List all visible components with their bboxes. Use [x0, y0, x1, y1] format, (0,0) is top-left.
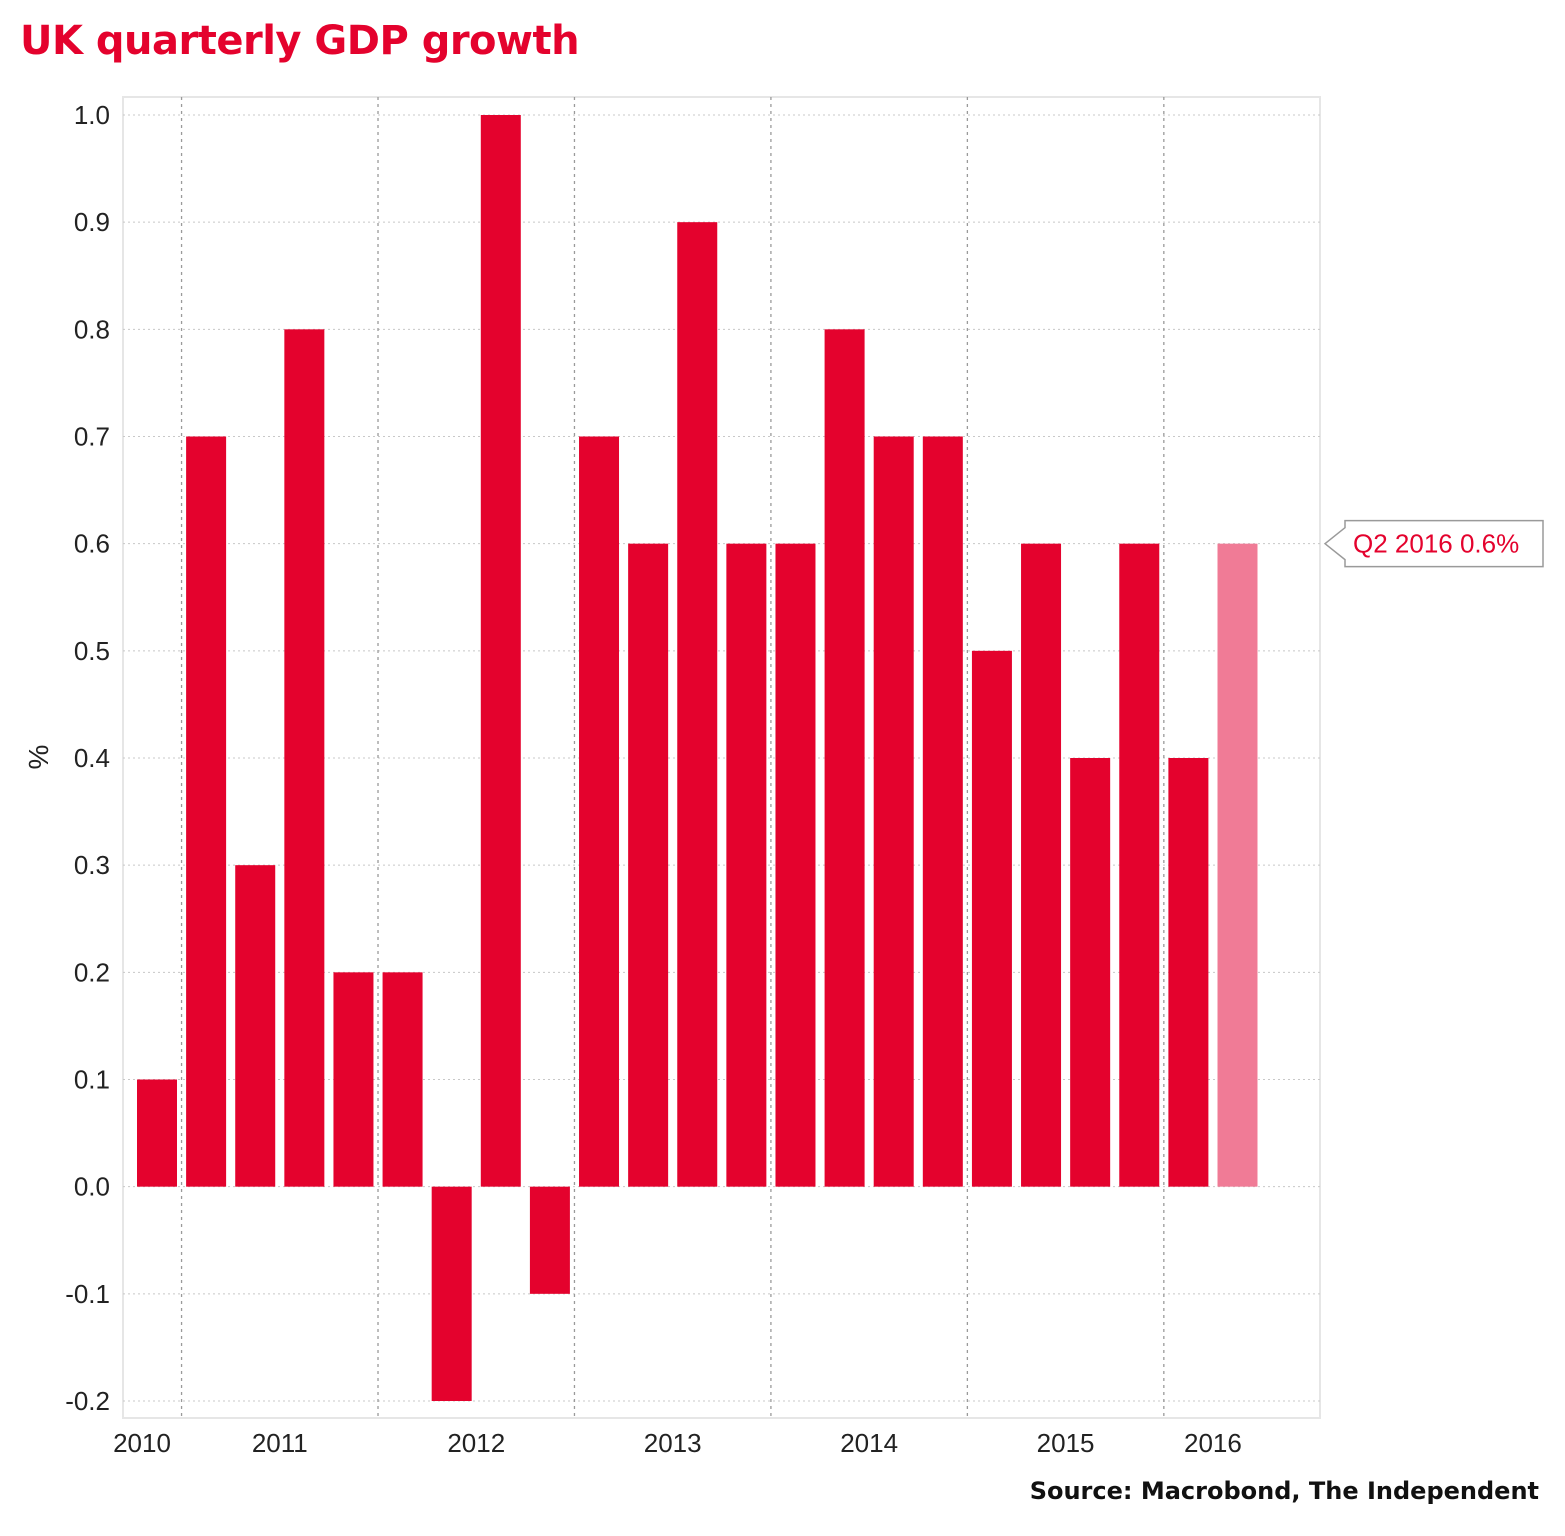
chart-title: UK quarterly GDP growth	[20, 18, 580, 64]
y-tick-label: -0.2	[65, 1386, 110, 1416]
y-tick-label: 0.5	[74, 636, 110, 666]
bar-q3-2011	[284, 329, 325, 1187]
x-tick-label: 2015	[1037, 1428, 1095, 1458]
bar-q1-2013	[579, 436, 620, 1187]
bar-q2-2011	[235, 865, 276, 1187]
bar-q2-2012	[431, 1186, 472, 1401]
x-tick-label: 2013	[644, 1428, 702, 1458]
bar-q4-2012	[529, 1186, 570, 1294]
x-tick-label: 2016	[1184, 1428, 1242, 1458]
y-tick-label: 0.6	[74, 529, 110, 559]
source-note: Source: Macrobond, The Independent	[1029, 1477, 1539, 1505]
y-tick-label: 0.3	[74, 850, 110, 880]
bar-q1-2015	[971, 650, 1012, 1187]
bar-q4-2010	[137, 1079, 177, 1187]
y-tick-label: 0.7	[74, 422, 110, 452]
bar-q2-2015	[1021, 543, 1062, 1187]
x-tick-label: 2014	[840, 1428, 898, 1458]
bar-q2-2016	[1217, 543, 1258, 1187]
y-axis-label: %	[23, 745, 54, 770]
y-tick-label: 0.4	[74, 743, 110, 773]
bar-q3-2013	[677, 222, 718, 1187]
bars-layer	[137, 115, 1258, 1401]
x-tick-label: 2012	[447, 1428, 505, 1458]
bar-q1-2014	[775, 543, 816, 1187]
bar-q3-2012	[480, 115, 521, 1187]
callout-box	[1323, 519, 1544, 568]
q2-2016-callout: Q2 2016 0.6%	[1323, 519, 1544, 568]
y-tick-label: 0.2	[74, 957, 110, 987]
y-tick-label: 0.0	[74, 1172, 110, 1202]
bar-q2-2013	[628, 543, 669, 1187]
bar-q4-2013	[726, 543, 767, 1187]
grid-layer	[122, 96, 1321, 1419]
y-tick-label: -0.1	[65, 1279, 110, 1309]
bar-q1-2016	[1168, 758, 1209, 1187]
bar-q4-2014	[922, 436, 963, 1187]
x-tick-label: 2010	[113, 1428, 171, 1458]
bar-q4-2011	[333, 972, 374, 1187]
y-tick-label: 0.1	[74, 1065, 110, 1095]
bar-q1-2012	[382, 972, 423, 1187]
bar-q3-2015	[1070, 758, 1111, 1187]
bar-q4-2015	[1119, 543, 1160, 1187]
y-tick-label: 0.9	[74, 207, 110, 237]
y-tick-label: 1.0	[74, 100, 110, 130]
x-tick-label: 2011	[252, 1428, 308, 1458]
bar-q2-2014	[824, 329, 865, 1187]
axis-layer: -0.2 -0.1 0.0 0.1 0.2 0.3 0.4 0.5 0.6 0.7 0.8 0.9 1.…	[65, 100, 1242, 1458]
bar-q3-2014	[873, 436, 914, 1187]
callout-text: Q2 2016 0.6%	[1353, 529, 1519, 559]
bar-q1-2011	[186, 436, 227, 1187]
y-tick-label: 0.8	[74, 314, 110, 344]
